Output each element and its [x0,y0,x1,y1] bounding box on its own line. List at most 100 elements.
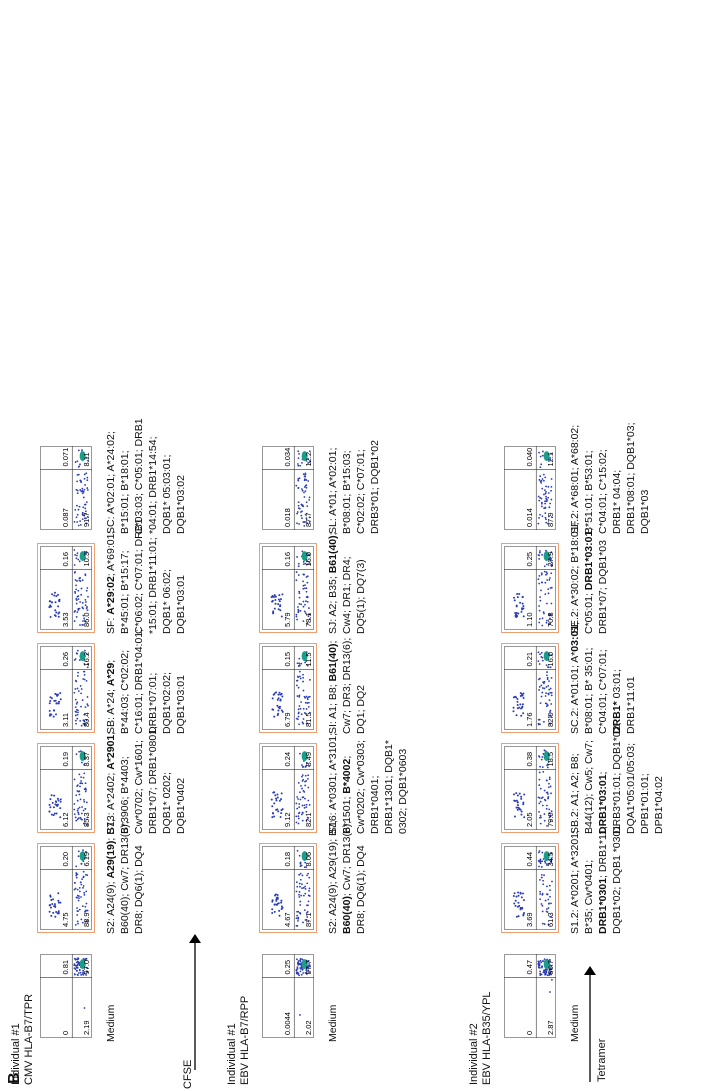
event-dots [270,550,311,625]
density-hotspot [79,959,86,970]
quadrant-value: 85.3 [82,812,91,827]
hla-description-text: SF: A*29:02; A*69:01; B*45:01; B*15:17; … [105,518,187,634]
hla-description-text: SF.2: A*68:01; A*68:02; B*51:01; B*53:01… [569,422,651,534]
flow-plot-svg: 0 0.81 2.19 97.0 [40,954,92,1038]
column-header-line1: Individual #1 [10,1023,22,1085]
flow-plot: 0.0044 0.25 2.02 97.7 [262,954,314,1038]
column-header-line1: Individual #2 [468,1023,480,1085]
quadrant-value: 3.69 [525,912,534,927]
density-hotspot [79,551,86,562]
event-dots [537,450,553,525]
density-hotspot [301,751,308,762]
quadrant-value: 97.7 [304,960,313,975]
hla-description-text: Medium [105,1004,117,1042]
density-hotspot [543,959,550,970]
hla-description-text: SB.2: A1; A2; B8; B44(12); Cw5; Cw7; DRB… [569,722,665,834]
event-dots [271,849,311,927]
quadrant-value: 16.0 [546,652,555,667]
hla-description-text: Medium [569,1004,581,1042]
y-axis-label: Tetramer [596,1038,608,1082]
quadrant-value: 70.8 [546,612,555,627]
quadrant-value: 0.040 [525,448,534,467]
flow-plot: 1.10 0.25 70.8 27.9 [501,543,559,633]
quadrant-value: 11.5 [304,652,313,666]
quadrant-value: 2.87 [546,1020,555,1035]
flow-plot-svg: 4.75 0.20 88.9 6.19 [40,846,92,930]
hla-description-text: SI: A1; B8; B61(40); Cw7; DR3; DR13(6); … [327,637,367,734]
column-header-line2: CMV HLA-B7/TPR [23,993,35,1085]
flow-plot: 3.69 0.44 61.3 34.5 [501,843,559,933]
quadrant-value: 87.1 [304,912,313,927]
hla-description: SL: A*01; A*02:01; B*08:01; B*15:03; C*0… [326,418,382,534]
flow-plot-svg: 6.12 0.19 85.3 8.37 [40,746,92,830]
flow-plot: 0.018 0.034 87.7 12.2 [262,446,314,530]
hla-description-text: S2: A24(9); A29(19); B7; B60(40); Cw7; D… [327,820,367,934]
flow-plot: 1.76 0.21 82.0 16.0 [501,643,559,733]
quadrant-value: 80.4 [82,712,91,727]
density-hotspot [543,851,550,862]
column-header-line1: Individual #1 [226,1023,238,1085]
quadrant-value: 0 [61,1031,70,1035]
flow-plot: 5.79 0.16 78.1 16.0 [259,543,317,633]
quadrant-value: 0.21 [525,652,534,667]
quadrant-value: 12.1 [546,452,555,467]
quadrant-value: 0.087 [61,508,70,527]
flow-plot-svg: 0.0044 0.25 2.02 97.7 [262,954,314,1038]
column-header-line2: EBV HLA-B7/RPP [239,995,251,1085]
hla-description: SC.2: A*01:01; A*03:01; B*08:01; B* 35:0… [568,618,638,734]
quadrant-value: 2.02 [304,1020,313,1035]
quadrant-value: 16.0 [304,552,313,567]
hla-description-text: SE.2: A*30:02; B*18:01; C*05:01; DRB1*03… [569,522,609,634]
hla-description: SE.2: A*30:02; B*18:01; C*05:01; DRB1*03… [568,518,610,634]
quadrant-value: 82.0 [546,712,555,727]
event-dots [48,750,89,826]
density-hotspot [543,751,550,762]
quadrant-value: 86.0 [82,612,91,627]
flow-plot: 0 0.47 2.87 96.7 [504,954,556,1038]
hla-description-text: SC: A*02:01; A*24:02; B*15:01; B*18:01; … [105,418,187,534]
quadrant-value: 6.12 [61,812,70,827]
quadrant-value: 0.20 [61,852,70,867]
quadrant-value: 18.5 [546,752,555,767]
flow-plot-svg: 3.53 0.16 86.0 10.3 [40,546,92,630]
quadrant-value: 97.0 [82,960,91,975]
density-hotspot [79,851,86,862]
column-header: Individual #1 CMV HLA-B7/TPR [10,994,36,1085]
event-dots [513,549,553,627]
density-hotspot [543,551,550,562]
event-dots [295,450,311,527]
quadrant-value: 8.37 [82,752,91,767]
flow-plot-svg: 5.79 0.16 78.1 16.0 [262,546,314,630]
density-hotspot [301,451,308,462]
flow-plot: 3.11 0.26 80.4 16.2 [37,643,95,733]
density-hotspot [301,851,308,862]
flow-plot-svg: 3.69 0.44 61.3 34.5 [504,846,556,930]
hla-description: S2: A24(9); A29(19); B7; B60(40); Cw7; D… [104,818,146,934]
flow-plot-svg: 0 0.47 2.87 96.7 [504,954,556,1038]
flow-plot-svg: 0.014 0.040 87.9 12.1 [504,446,556,530]
hla-description: SB: A*24; A*29; B*44:03; C*02:02; C*16:0… [104,618,188,734]
quadrant-value: 0.44 [525,852,534,867]
event-dots [48,549,89,626]
plot-frame [262,846,314,930]
quadrant-value: 0.16 [283,552,292,567]
quadrant-value: 0 [525,1031,534,1035]
flow-plot: 6.12 0.19 85.3 8.37 [37,743,95,833]
quadrant-value: 0.25 [283,960,292,975]
flow-plot: 0 0.81 2.19 97.0 [40,954,92,1038]
quadrant-value: 10.3 [82,552,91,567]
flow-plot: 0.087 0.071 91.7 8.11 [40,446,92,530]
quadrant-value: 91.7 [82,512,91,527]
hla-description-text: S1.2: A*0201; A*3201; B*35; Cw*0401; DRB… [569,824,623,934]
column-header: Individual #1 EBV HLA-B7/RPP [226,996,252,1085]
quadrant-value: 0.38 [525,752,534,767]
quadrant-value: 88.9 [82,912,91,927]
hla-description: S2: A24(9); A29(19); B7; B60(40); Cw7; D… [326,818,368,934]
quadrant-value: 0.26 [61,652,70,667]
density-hotspot [301,959,308,970]
flow-plot-svg: 1.76 0.21 82.0 16.0 [504,646,556,730]
flow-plot: 3.53 0.16 86.0 10.3 [37,543,95,633]
flow-plot: 6.79 0.15 81.5 11.5 [259,643,317,733]
hla-description-text: S2: A24(9); A29(19); B7; B60(40); Cw7; D… [105,819,145,934]
x-axis-arrow [189,934,201,1070]
